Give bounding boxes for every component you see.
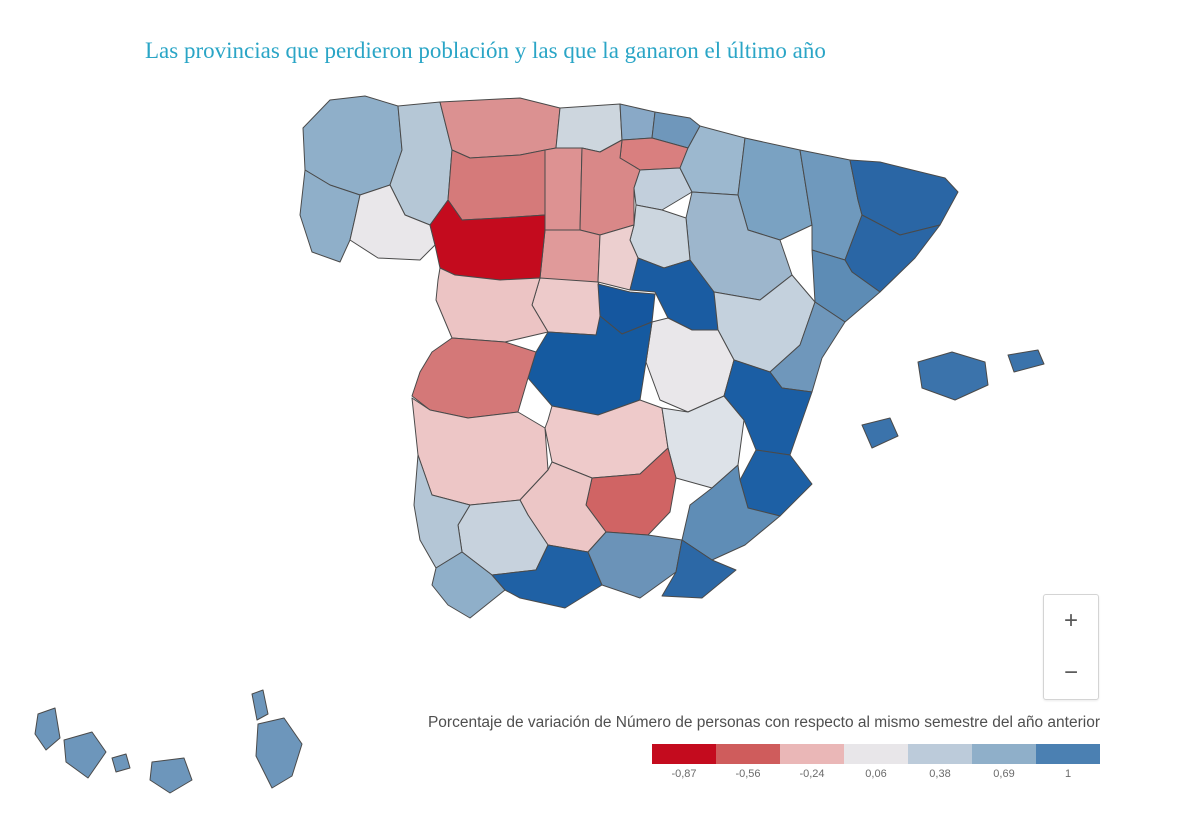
legend-swatch	[908, 744, 972, 764]
region-gran-canaria[interactable]	[149, 757, 193, 794]
zoom-controls: + −	[1043, 594, 1099, 700]
legend-swatches	[652, 744, 1100, 764]
region-la-palma[interactable]	[34, 707, 61, 751]
region-leon[interactable]	[447, 149, 546, 221]
region-lanzarote[interactable]	[251, 689, 269, 721]
legend-value: -0,87	[671, 768, 697, 780]
legend-swatch	[844, 744, 908, 764]
legend-value: 0,69	[993, 768, 1015, 780]
page-title: Las provincias que perdieron población y…	[145, 38, 826, 63]
legend-swatch	[1036, 744, 1100, 764]
region-fuerteventura[interactable]	[255, 717, 303, 789]
color-legend: -0,87 -0,56 -0,24 0,06 0,38 0,69 1	[652, 744, 1100, 780]
region-asturias[interactable]	[439, 97, 561, 159]
region-alicante[interactable]	[739, 449, 813, 517]
region-ourense[interactable]	[349, 184, 436, 261]
region-mallorca[interactable]	[917, 351, 989, 401]
zoom-out-button[interactable]: −	[1044, 647, 1098, 699]
region-menorca[interactable]	[1007, 349, 1045, 373]
region-salamanca[interactable]	[435, 267, 549, 343]
region-almeria[interactable]	[661, 539, 737, 599]
region-vizcaya[interactable]	[619, 103, 656, 141]
legend-labels: -0,87 -0,56 -0,24 0,06 0,38 0,69 1	[652, 764, 1100, 780]
legend-swatch	[780, 744, 844, 764]
legend-value: 0,06	[865, 768, 887, 780]
region-palencia[interactable]	[544, 147, 583, 231]
legend-swatch	[652, 744, 716, 764]
legend-swatch	[972, 744, 1036, 764]
legend-swatch	[716, 744, 780, 764]
zoom-in-button[interactable]: +	[1044, 595, 1098, 647]
region-malaga[interactable]	[491, 544, 603, 609]
region-valencia[interactable]	[723, 359, 813, 456]
region-la-gomera[interactable]	[111, 753, 131, 773]
region-ibiza[interactable]	[861, 417, 899, 449]
legend-value: 0,38	[929, 768, 951, 780]
legend-value: -0,56	[735, 768, 761, 780]
region-cadiz[interactable]	[431, 551, 506, 619]
region-murcia[interactable]	[681, 464, 781, 561]
region-caceres[interactable]	[411, 337, 537, 419]
legend-value: 1	[1064, 768, 1072, 780]
legend-value: -0,24	[799, 768, 825, 780]
region-cantabria[interactable]	[555, 103, 623, 153]
legend-caption: Porcentaje de variación de Número de per…	[427, 714, 1100, 731]
region-tenerife[interactable]	[63, 731, 107, 779]
